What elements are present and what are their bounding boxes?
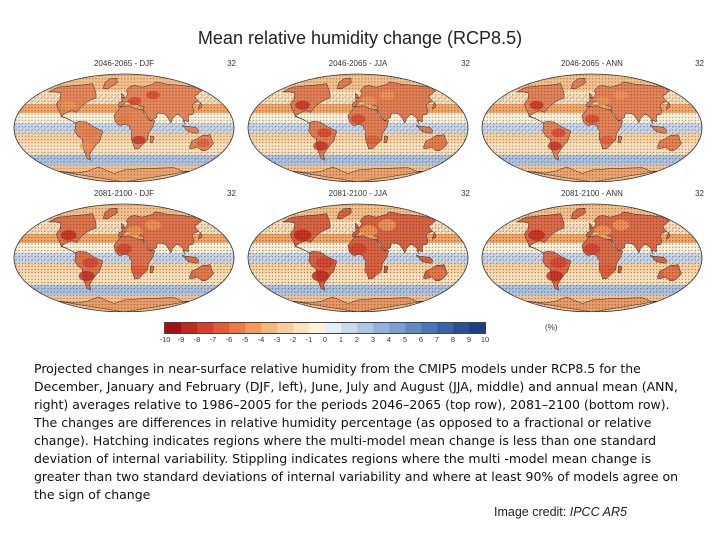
map-content xyxy=(248,74,468,182)
colorbar-tick-label: 10 xyxy=(480,335,490,344)
colorbar-swatch xyxy=(293,323,309,333)
map-content xyxy=(14,74,234,182)
panel-header: 2046-2065 - DJF 32 xyxy=(8,58,240,70)
stippling-overlay xyxy=(14,204,234,312)
colorbar-unit: (%) xyxy=(545,323,558,332)
panel-period-label: 2046-2065 - ANN xyxy=(561,59,623,68)
colorbar-tick-label: 2 xyxy=(354,335,360,344)
colorbar-tick-label: 9 xyxy=(466,335,472,344)
credit-prefix: Image credit: xyxy=(494,505,570,519)
colorbar-tick-label: -4 xyxy=(257,335,265,344)
map-panel: 2046-2065 - DJF 32 xyxy=(8,58,240,182)
panel-period-label: 2046-2065 - JJA xyxy=(328,59,388,68)
colorbar-swatch xyxy=(405,323,421,333)
panel-model-count: 32 xyxy=(227,59,236,68)
colorbar-swatch xyxy=(421,323,437,333)
panel-period-label: 2081-2100 - ANN xyxy=(561,189,623,198)
colorbar-tick-label: 3 xyxy=(370,335,376,344)
panel-model-count: 32 xyxy=(461,189,470,198)
panel-model-count: 32 xyxy=(227,189,236,198)
colorbar-tick-label: 8 xyxy=(450,335,456,344)
robinson-map xyxy=(481,73,703,182)
figure-title: Mean relative humidity change (RCP8.5) xyxy=(197,28,523,48)
map-panel: 2081-2100 - ANN 32 xyxy=(476,188,708,312)
colorbar-swatch xyxy=(357,323,373,333)
colorbar-tick-label: 6 xyxy=(418,335,424,344)
colorbar-tick-label: -10 xyxy=(159,335,171,344)
colorbar-swatch xyxy=(245,323,261,333)
map-border xyxy=(247,203,469,312)
colorbar-swatch xyxy=(181,323,197,333)
colorbar-swatch xyxy=(261,323,277,333)
colorbar-tick-label: -3 xyxy=(273,335,281,344)
panel-header: 2046-2065 - ANN 32 xyxy=(476,58,708,70)
panel-model-count: 32 xyxy=(695,189,704,198)
panel-header: 2046-2065 - JJA 32 xyxy=(242,58,474,70)
colorbar-tick-label: 1 xyxy=(338,335,344,344)
map-border xyxy=(481,203,703,312)
panel-period-label: 2081-2100 - JJA xyxy=(328,189,388,198)
figure-caption: Projected changes in near-surface relati… xyxy=(34,361,679,502)
credit-source: IPCC AR5 xyxy=(569,505,627,519)
panel-period-label: 2081-2100 - DJF xyxy=(93,189,155,198)
colorbar-tick-label: -9 xyxy=(177,335,185,344)
colorbar-tick-label: 4 xyxy=(386,335,392,344)
colorbar-swatch xyxy=(453,323,469,333)
map-content xyxy=(14,204,234,312)
colorbar-swatch xyxy=(229,323,245,333)
stippling-overlay xyxy=(248,74,468,182)
map-panel: 2081-2100 - DJF 32 xyxy=(8,188,240,312)
map-border xyxy=(13,73,235,182)
stippling-overlay xyxy=(14,74,234,182)
image-credit: Image credit: IPCC AR5 xyxy=(494,505,627,519)
robinson-map xyxy=(247,203,469,312)
map-content xyxy=(248,204,468,312)
map-content xyxy=(482,74,702,182)
colorbar-tick-label: -1 xyxy=(305,335,313,344)
robinson-map xyxy=(13,203,235,312)
panel-header: 2081-2100 - ANN 32 xyxy=(476,188,708,200)
colorbar-swatches xyxy=(164,322,486,334)
colorbar-tick-label: 7 xyxy=(434,335,440,344)
map-panel: 2046-2065 - ANN 32 xyxy=(476,58,708,182)
colorbar-tick-label: 0 xyxy=(322,335,328,344)
colorbar-swatch xyxy=(197,323,213,333)
colorbar-tick-label: -2 xyxy=(289,335,297,344)
colorbar-swatch xyxy=(165,323,181,333)
colorbar-swatch xyxy=(437,323,453,333)
panel-header: 2081-2100 - DJF 32 xyxy=(8,188,240,200)
panel-model-count: 32 xyxy=(461,59,470,68)
colorbar-tick-label: -5 xyxy=(241,335,249,344)
map-border xyxy=(247,73,469,182)
colorbar-ticks: -10 -9 -8 -7 -6 -5 -4 -3 -2 -1 0 1 2 3 4 5 6 7 8 9 10 xyxy=(160,334,490,346)
map-panel: 2081-2100 - JJA 32 xyxy=(242,188,474,312)
panel-model-count: 32 xyxy=(695,59,704,68)
stippling-overlay xyxy=(482,74,702,182)
colorbar-swatch xyxy=(389,323,405,333)
colorbar-swatch xyxy=(277,323,293,333)
colorbar-swatch xyxy=(373,323,389,333)
panel-header: 2081-2100 - JJA 32 xyxy=(242,188,474,200)
robinson-map xyxy=(481,203,703,312)
robinson-map xyxy=(247,73,469,182)
stippling-overlay xyxy=(248,204,468,312)
map-panel: 2046-2065 - JJA 32 xyxy=(242,58,474,182)
map-border xyxy=(481,73,703,182)
colorbar-tick-label: -7 xyxy=(209,335,217,344)
colorbar-swatch xyxy=(341,323,357,333)
colorbar-tick-label: -6 xyxy=(225,335,233,344)
colorbar-tick-label: 5 xyxy=(402,335,408,344)
robinson-map xyxy=(13,73,235,182)
colorbar: -10 -9 -8 -7 -6 -5 -4 -3 -2 -1 0 1 2 3 4 5 6 7 8 9 10 xyxy=(160,322,490,346)
colorbar-tick-label: -8 xyxy=(193,335,201,344)
colorbar-swatch xyxy=(309,323,325,333)
map-border xyxy=(13,203,235,312)
map-content xyxy=(482,204,702,312)
colorbar-swatch xyxy=(469,323,485,333)
colorbar-swatch xyxy=(325,323,341,333)
colorbar-swatch xyxy=(213,323,229,333)
stippling-overlay xyxy=(482,204,702,312)
panel-period-label: 2046-2065 - DJF xyxy=(93,59,155,68)
